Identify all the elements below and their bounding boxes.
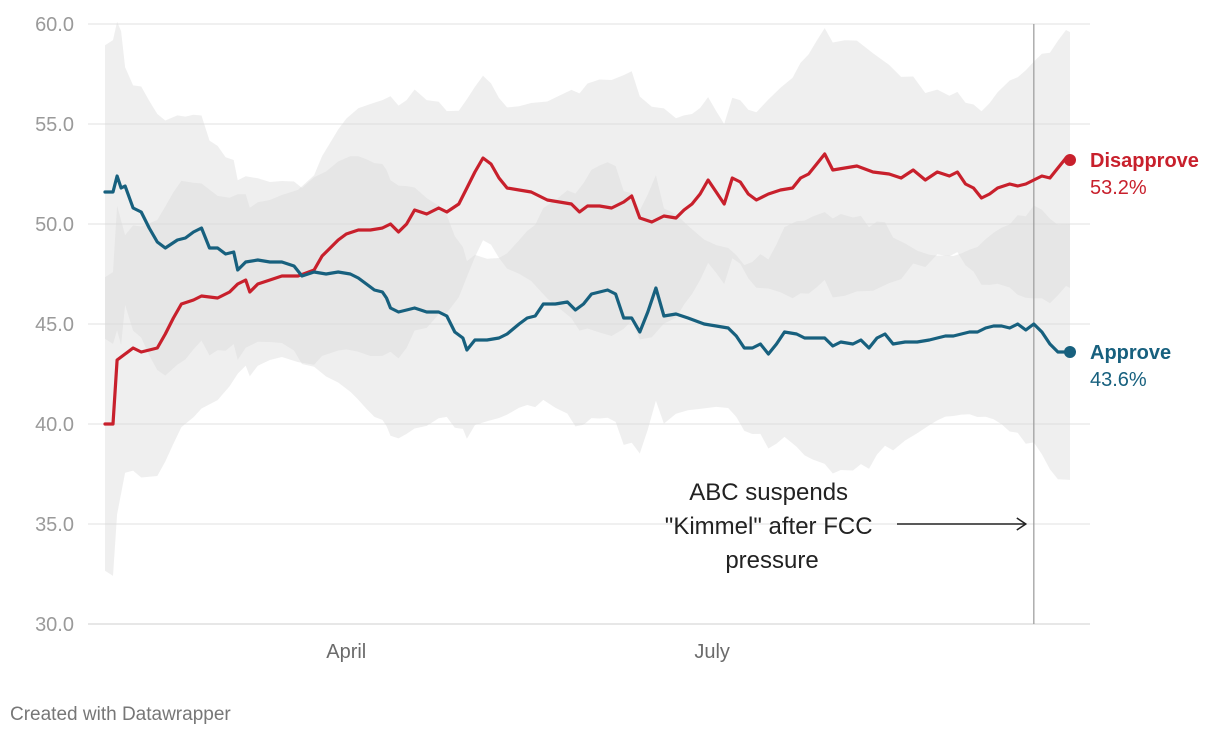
annotation-arrowhead — [1016, 517, 1028, 531]
annotation-line-1: ABC suspends — [689, 479, 848, 506]
annotation-text: ABC suspends "Kimmel" after FCC pressure — [665, 479, 879, 574]
uncertainty-band — [105, 21, 1070, 480]
x-tick-label: July — [694, 641, 730, 663]
annotation-line-3: pressure — [725, 547, 818, 574]
y-tick-label: 60.0 — [35, 14, 74, 36]
disapprove-value: 53.2% — [1090, 177, 1147, 199]
disapprove-end-dot — [1064, 154, 1076, 166]
y-tick-label: 30.0 — [35, 614, 74, 636]
y-tick-label: 45.0 — [35, 314, 74, 336]
approve-label: Approve — [1090, 342, 1171, 364]
series-lines — [103, 152, 1072, 426]
approve-line — [103, 174, 1072, 356]
credit-text: Created with Datawrapper — [10, 704, 231, 725]
y-tick-label: 35.0 — [35, 514, 74, 536]
x-axis-tick-labels: April July — [326, 641, 730, 663]
disapprove-line — [103, 152, 1072, 426]
disapprove-label: Disapprove — [1090, 150, 1199, 172]
approve-value: 43.6% — [1090, 369, 1147, 391]
event-annotation: ABC suspends "Kimmel" after FCC pressure — [665, 24, 1035, 624]
y-axis-tick-labels: 30.0 35.0 40.0 45.0 50.0 55.0 60.0 — [35, 14, 74, 636]
y-tick-label: 55.0 — [35, 114, 74, 136]
y-tick-label: 40.0 — [35, 414, 74, 436]
series-end-labels: Disapprove 53.2% Approve 43.6% — [1064, 150, 1199, 391]
annotation-line-2: "Kimmel" after FCC — [665, 513, 873, 540]
x-tick-label: April — [326, 641, 366, 663]
gridlines — [88, 23, 1090, 625]
approve-end-dot — [1064, 346, 1076, 358]
y-tick-label: 50.0 — [35, 214, 74, 236]
